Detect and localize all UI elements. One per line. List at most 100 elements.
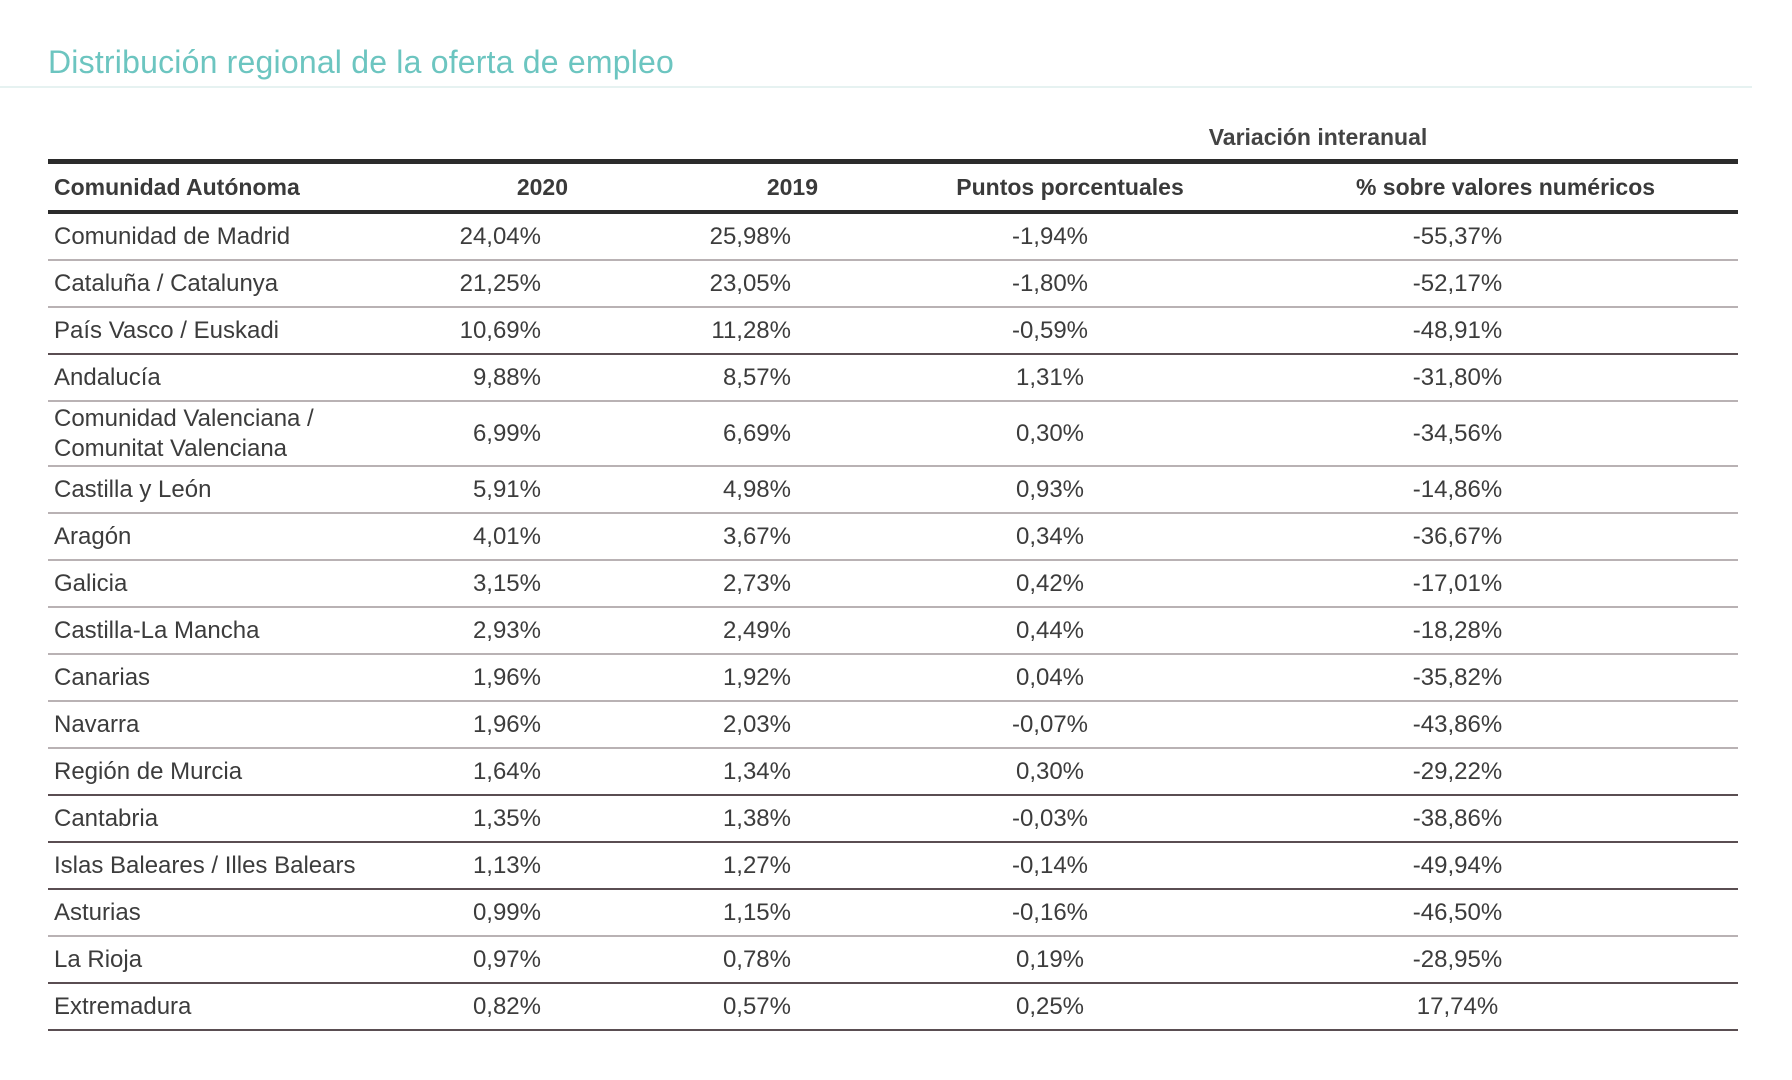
percentage-points-cell: 0,19%: [1015, 945, 1085, 973]
table-row: Galicia 3,15% 2,73% 0,42% -17,01%: [48, 560, 1738, 607]
percentage-points-cell: 0,42%: [1015, 569, 1085, 597]
column-header-region: Comunidad Autónoma: [54, 173, 300, 200]
regional-employment-table: Comunidad Autónoma 2020 2019 Puntos porc…: [48, 159, 1738, 1031]
region-cell: Castilla-La Mancha: [54, 616, 260, 644]
region-cell: Navarra: [54, 710, 140, 738]
value-2019-cell: 1,92%: [722, 663, 791, 691]
value-2020-cell: 9,88%: [472, 363, 541, 391]
region-cell: Cantabria: [54, 804, 159, 832]
page-title: Distribución regional de la oferta de em…: [48, 44, 675, 80]
percentage-points-cell: 0,93%: [1015, 475, 1085, 503]
percent-numeric-cell: -31,80%: [1412, 363, 1503, 391]
table-row: Islas Baleares / Illes Balears 1,13% 1,27%…: [48, 842, 1738, 889]
percent-numeric-cell: -46,50%: [1412, 898, 1503, 926]
percentage-points-cell: 0,44%: [1015, 616, 1085, 644]
percent-numeric-cell: -29,22%: [1412, 757, 1503, 785]
table-row: Aragón 4,01% 3,67% 0,34% -36,67%: [48, 513, 1738, 560]
value-2019-cell: 11,28%: [711, 316, 791, 344]
table-row: País Vasco / Euskadi 10,69% 11,28% -0,59% -4…: [48, 307, 1738, 354]
percent-numeric-cell: -55,37%: [1412, 222, 1503, 250]
variation-group-header: Variación interanual: [1208, 124, 1428, 150]
value-2020-cell: 0,82%: [472, 992, 541, 1020]
percentage-points-cell: -0,14%: [1011, 851, 1089, 879]
value-2019-cell: 0,78%: [722, 945, 791, 973]
table-row: Castilla y León 5,91% 4,98% 0,93% -14,86%: [48, 466, 1738, 513]
value-2019-cell: 1,15%: [722, 898, 791, 926]
value-2020-cell: 1,35%: [472, 804, 541, 832]
value-2019-cell: 0,57%: [722, 992, 791, 1020]
percentage-points-cell: -1,80%: [1011, 269, 1089, 297]
value-2020-cell: 5,91%: [472, 475, 541, 503]
percentage-points-cell: -0,03%: [1011, 804, 1089, 832]
region-cell: País Vasco / Euskadi: [54, 316, 279, 344]
value-2020-cell: 21,25%: [459, 269, 541, 297]
region-cell: Andalucía: [54, 363, 161, 391]
value-2019-cell: 8,57%: [722, 363, 791, 391]
table-row: Cantabria 1,35% 1,38% -0,03% -38,86%: [48, 795, 1738, 842]
percent-numeric-cell: -36,67%: [1412, 522, 1503, 550]
region-cell: Aragón: [54, 522, 132, 550]
title-divider: [0, 86, 1752, 88]
percent-numeric-cell: -52,17%: [1412, 269, 1503, 297]
value-2019-cell: 1,27%: [722, 851, 791, 879]
percent-numeric-cell: -34,56%: [1412, 419, 1503, 447]
percentage-points-cell: 0,30%: [1015, 757, 1085, 785]
table-row: Navarra 1,96% 2,03% -0,07% -43,86%: [48, 701, 1738, 748]
percent-numeric-cell: -48,91%: [1412, 316, 1503, 344]
table-row: Canarias 1,96% 1,92% 0,04% -35,82%: [48, 654, 1738, 701]
percentage-points-cell: -1,94%: [1011, 222, 1089, 250]
region-cell: Asturias: [54, 898, 141, 926]
percentage-points-cell: -0,59%: [1011, 316, 1089, 344]
value-2020-cell: 1,13%: [472, 851, 541, 879]
value-2019-cell: 3,67%: [722, 522, 791, 550]
value-2019-cell: 2,49%: [722, 616, 791, 644]
value-2019-cell: 1,38%: [722, 804, 791, 832]
table-row: La Rioja 0,97% 0,78% 0,19% -28,95%: [48, 936, 1738, 983]
percentage-points-cell: 0,34%: [1015, 522, 1085, 550]
percentage-points-cell: 0,30%: [1015, 419, 1085, 447]
percent-numeric-cell: 17,74%: [1416, 992, 1499, 1020]
percent-numeric-cell: -18,28%: [1412, 616, 1503, 644]
percent-numeric-cell: -43,86%: [1412, 710, 1503, 738]
table-row: Extremadura 0,82% 0,57% 0,25% 17,74%: [48, 983, 1738, 1030]
value-2019-cell: 2,73%: [722, 569, 791, 597]
column-header-percentage-points: Puntos porcentuales: [956, 173, 1184, 200]
value-2020-cell: 2,93%: [472, 616, 541, 644]
region-cell: Castilla y León: [54, 475, 212, 503]
region-cell: Comunidad Valenciana / Comunitat Valenci…: [54, 404, 314, 462]
column-header-2019: 2019: [766, 173, 818, 200]
table-row: Andalucía 9,88% 8,57% 1,31% -31,80%: [48, 354, 1738, 401]
column-header-2020: 2020: [516, 173, 568, 200]
percentage-points-cell: 0,25%: [1015, 992, 1085, 1020]
region-cell: Canarias: [54, 663, 151, 691]
value-2020-cell: 10,69%: [459, 316, 541, 344]
region-cell: Cataluña / Catalunya: [54, 269, 279, 297]
table-row: Asturias 0,99% 1,15% -0,16% -46,50%: [48, 889, 1738, 936]
percent-numeric-cell: -28,95%: [1412, 945, 1503, 973]
value-2020-cell: 0,97%: [472, 945, 541, 973]
table-row: Comunidad de Madrid 24,04% 25,98% -1,94% -55…: [48, 212, 1738, 260]
percentage-points-cell: -0,07%: [1011, 710, 1089, 738]
table-body: Comunidad de Madrid 24,04% 25,98% -1,94% -55…: [48, 212, 1738, 1030]
region-cell: Región de Murcia: [54, 757, 243, 785]
value-2020-cell: 4,01%: [472, 522, 541, 550]
table-row: Castilla-La Mancha 2,93% 2,49% 0,44% -18,28%: [48, 607, 1738, 654]
table-row: Región de Murcia 1,64% 1,34% 0,30% -29,22%: [48, 748, 1738, 795]
value-2020-cell: 1,64%: [472, 757, 541, 785]
region-cell: Islas Baleares / Illes Balears: [54, 851, 356, 879]
value-2020-cell: 24,04%: [459, 222, 541, 250]
value-2019-cell: 6,69%: [722, 419, 791, 447]
percent-numeric-cell: -38,86%: [1412, 804, 1503, 832]
percent-numeric-cell: -49,94%: [1412, 851, 1503, 879]
table-row: Cataluña / Catalunya 21,25% 23,05% -1,80% -5…: [48, 260, 1738, 307]
value-2019-cell: 25,98%: [709, 222, 791, 250]
value-2019-cell: 1,34%: [722, 757, 791, 785]
region-cell: La Rioja: [54, 945, 143, 973]
value-2020-cell: 0,99%: [472, 898, 541, 926]
value-2019-cell: 23,05%: [709, 269, 791, 297]
value-2019-cell: 2,03%: [722, 710, 791, 738]
value-2020-cell: 6,99%: [472, 419, 541, 447]
value-2020-cell: 1,96%: [472, 663, 541, 691]
percentage-points-cell: 1,31%: [1015, 363, 1085, 391]
region-cell: Extremadura: [54, 992, 192, 1020]
